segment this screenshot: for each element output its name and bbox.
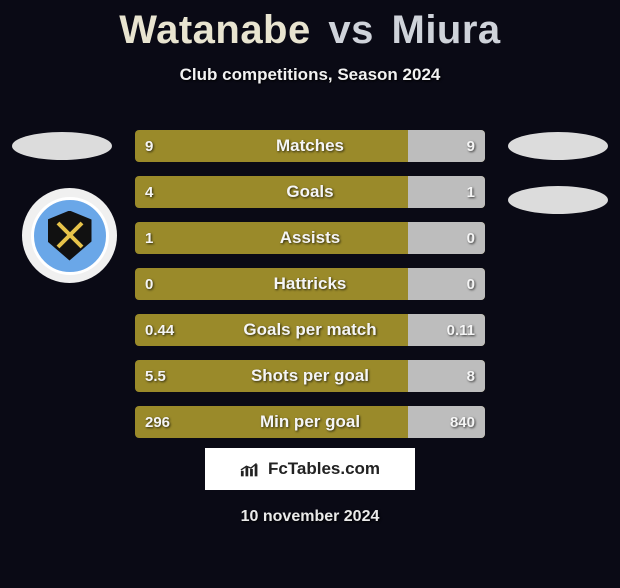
stat-bar: 41Goals — [135, 176, 485, 208]
player2-name: Miura — [392, 8, 501, 52]
player1-photo-placeholder — [12, 132, 112, 160]
club-badge-inner — [31, 197, 109, 275]
stat-value-left: 9 — [135, 130, 163, 162]
vs-text: vs — [328, 8, 374, 52]
stat-value-left: 0 — [135, 268, 163, 300]
stat-bar-right-fill — [408, 176, 485, 208]
stat-bar-right-fill — [408, 360, 485, 392]
stat-bar: 5.58Shots per goal — [135, 360, 485, 392]
brand-chart-icon — [240, 461, 262, 477]
date-text: 10 november 2024 — [0, 508, 620, 526]
stat-value-left: 5.5 — [135, 360, 176, 392]
player1-name: Watanabe — [119, 8, 310, 52]
stat-bar-right-fill — [408, 130, 485, 162]
stat-bar: 10Assists — [135, 222, 485, 254]
stat-bar: 0.440.11Goals per match — [135, 314, 485, 346]
stat-bar: 00Hattricks — [135, 268, 485, 300]
player2-photo-placeholder-2 — [508, 186, 608, 214]
stat-bar-right-fill — [408, 222, 485, 254]
player2-photo-placeholder-1 — [508, 132, 608, 160]
brand-text: FcTables.com — [268, 459, 380, 479]
stat-value-left: 4 — [135, 176, 163, 208]
comparison-title: Watanabe vs Miura — [0, 8, 620, 53]
stat-bar: 296840Min per goal — [135, 406, 485, 438]
stat-bar-right-fill — [408, 406, 485, 438]
stat-bar-right-fill — [408, 314, 485, 346]
stat-value-left: 1 — [135, 222, 163, 254]
comparison-bars: 99Matches 41Goals 10Assists 00Hattricks 0.44… — [135, 130, 485, 452]
brand-box[interactable]: FcTables.com — [205, 448, 415, 490]
club-shield-icon — [48, 211, 92, 261]
stat-bar: 99Matches — [135, 130, 485, 162]
club-badge — [22, 188, 117, 283]
stat-value-left: 296 — [135, 406, 180, 438]
subtitle: Club competitions, Season 2024 — [0, 65, 620, 85]
stat-bar-right-fill — [408, 268, 485, 300]
stat-value-left: 0.44 — [135, 314, 184, 346]
